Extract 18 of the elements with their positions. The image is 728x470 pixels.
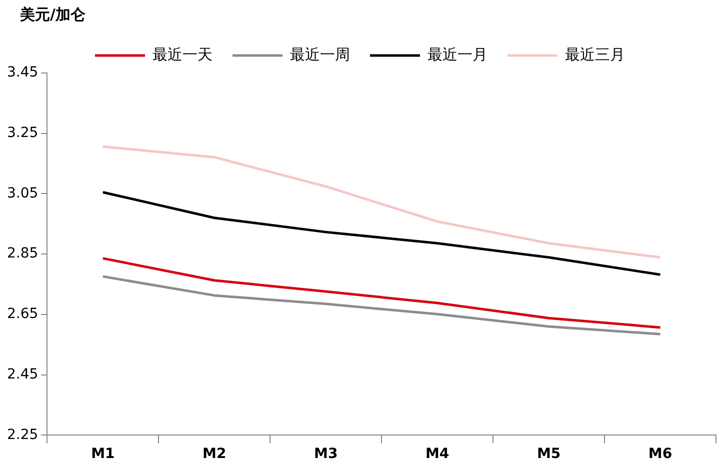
- y-tick-label: 2.25: [7, 426, 38, 443]
- x-tick-label: M5: [536, 446, 561, 462]
- legend-label: 最近一天: [152, 45, 212, 64]
- y-tick-label: 3.05: [7, 185, 38, 202]
- y-tick-label: 2.65: [7, 306, 38, 322]
- legend-label: 最近三月: [565, 45, 625, 64]
- y-tick-label: 2.85: [7, 246, 38, 262]
- y-tick-label: 3.25: [7, 125, 38, 142]
- x-tick-label: M3: [314, 446, 338, 462]
- y-tick-label: 2.45: [7, 366, 38, 382]
- x-tick-label: M6: [648, 446, 672, 462]
- x-tick-label: M4: [425, 446, 450, 462]
- legend-label: 最近一月: [428, 45, 488, 64]
- y-tick-label: 3.45: [7, 64, 38, 81]
- x-tick-label: M2: [202, 446, 226, 462]
- x-tick-label: M1: [91, 446, 115, 462]
- legend-label: 最近一周: [290, 45, 350, 64]
- y-axis-title: 美元/加仑: [19, 5, 86, 24]
